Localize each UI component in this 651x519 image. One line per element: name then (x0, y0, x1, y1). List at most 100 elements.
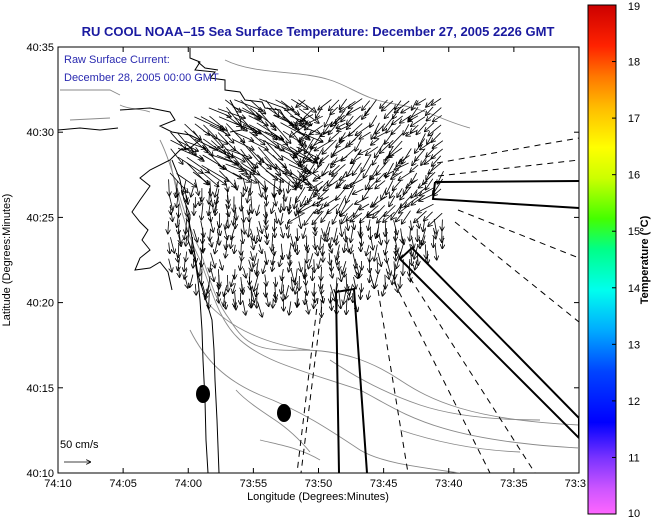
current-vector (312, 210, 324, 224)
colorbar (587, 4, 617, 515)
current-vector (433, 236, 434, 247)
current-vector (300, 155, 314, 167)
current-vector (280, 100, 299, 115)
current-vector (368, 290, 370, 299)
current-vector (339, 219, 342, 236)
current-vector (186, 251, 187, 262)
current-vector (264, 156, 281, 175)
current-vector (170, 148, 183, 164)
current-vector (385, 170, 394, 176)
current-vector (390, 188, 396, 198)
current-vector (192, 171, 209, 184)
current-vector (209, 211, 211, 221)
colorbar-tick-label: 17 (628, 113, 640, 125)
current-vector (322, 243, 323, 255)
current-vector (315, 140, 332, 151)
current-vector (434, 219, 437, 234)
current-vector (361, 154, 372, 172)
current-vector (427, 250, 428, 263)
current-vector (344, 243, 345, 253)
current-vector (305, 283, 307, 295)
current-vector (168, 221, 169, 233)
current-vector (256, 234, 258, 243)
current-vector (224, 99, 241, 112)
current-vector (346, 187, 355, 202)
current-vector (201, 203, 203, 220)
current-vector (393, 220, 398, 234)
x-axis-ticks: 74:10 74:05 74:00 73:55 73:50 73:45 73:40 73:35… (44, 47, 586, 490)
current-vector (305, 274, 306, 285)
current-vector (185, 186, 187, 201)
current-vector (406, 130, 418, 136)
current-vector (382, 100, 394, 111)
current-vector (385, 154, 395, 160)
current-vector (340, 130, 355, 141)
current-vector (227, 195, 228, 208)
current-vector (231, 227, 235, 239)
current-vector (411, 124, 419, 133)
current-vector (214, 196, 219, 212)
current-vector (318, 258, 320, 268)
current-vector (411, 220, 412, 230)
current-vector (169, 179, 170, 195)
current-vector (283, 172, 309, 184)
current-vector (265, 188, 266, 199)
current-vector (194, 116, 222, 130)
current-vector (340, 98, 348, 109)
current-vector (423, 221, 425, 231)
current-vector (306, 242, 308, 252)
current-vector (177, 194, 178, 207)
current-vector (423, 171, 436, 184)
current-vector (257, 108, 276, 130)
current-vector (298, 131, 322, 142)
current-vector (296, 114, 314, 123)
current-vector (184, 261, 185, 271)
current-vector (366, 244, 369, 255)
current-vector (393, 179, 402, 190)
current-vector (394, 261, 395, 278)
current-vector (258, 146, 276, 168)
current-vector (442, 235, 443, 248)
current-vector (355, 196, 369, 204)
current-vector (177, 212, 179, 227)
current-vector (353, 219, 355, 229)
current-vector (314, 163, 322, 172)
current-vector (426, 106, 434, 115)
current-vector (215, 236, 219, 253)
current-vector (259, 138, 283, 151)
current-vector (249, 285, 254, 302)
current-vector (426, 148, 435, 157)
current-vector (283, 284, 284, 301)
colorbar-tick-label: 10 (628, 508, 640, 519)
current-vector (360, 131, 371, 139)
current-vector (225, 219, 227, 229)
current-vector (437, 171, 444, 184)
current-vector (251, 251, 253, 260)
current-vector (399, 204, 411, 212)
current-vector (362, 107, 371, 120)
current-vector (332, 163, 346, 176)
current-vector (282, 268, 284, 280)
current-vector (274, 194, 277, 206)
current-vector (375, 274, 379, 288)
current-vector (299, 203, 315, 212)
y-tick-label: 40:15 (26, 383, 54, 395)
current-vector (389, 195, 396, 206)
current-vector (248, 147, 263, 162)
current-vector (289, 204, 291, 214)
current-vector (190, 274, 194, 288)
current-vector (185, 141, 205, 148)
current-vector (265, 229, 267, 238)
current-vector (336, 244, 340, 260)
current-vector (321, 293, 323, 302)
current-vector (169, 242, 170, 254)
current-vector (247, 187, 250, 202)
current-vector (353, 266, 358, 278)
current-vector (225, 203, 229, 216)
current-vector (240, 148, 256, 168)
current-vector (409, 267, 411, 282)
current-vector (392, 268, 396, 284)
current-vector (281, 226, 284, 237)
current-vector (306, 298, 309, 314)
current-vector (309, 180, 324, 190)
